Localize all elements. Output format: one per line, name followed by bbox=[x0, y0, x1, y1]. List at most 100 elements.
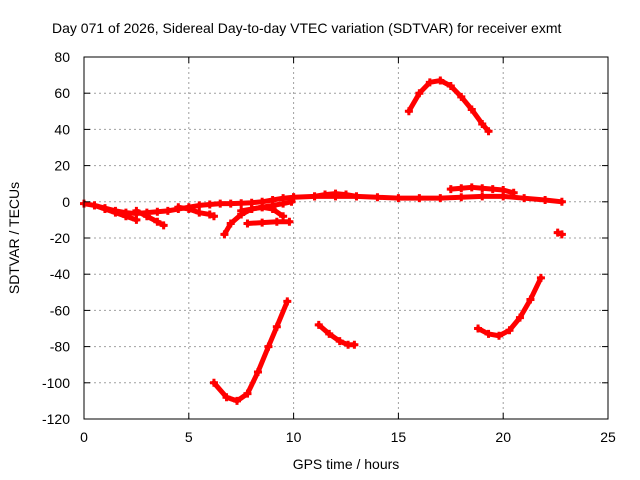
series-arc-low-1 bbox=[209, 297, 292, 405]
data-point bbox=[209, 378, 218, 387]
data-point bbox=[195, 201, 204, 210]
x-tick-label: 25 bbox=[600, 429, 616, 445]
series-arc-mid-right-point bbox=[553, 228, 566, 239]
data-point bbox=[457, 92, 466, 101]
data-point bbox=[153, 207, 162, 216]
data-point bbox=[495, 331, 504, 340]
data-point bbox=[536, 273, 545, 282]
x-tick-label: 15 bbox=[391, 429, 407, 445]
data-point bbox=[478, 184, 487, 193]
data-point bbox=[237, 206, 246, 215]
data-point bbox=[505, 326, 514, 335]
data-point bbox=[331, 189, 340, 198]
data-point bbox=[557, 230, 566, 239]
data-point bbox=[310, 192, 319, 201]
data-point bbox=[415, 194, 424, 203]
series-arc-high bbox=[404, 76, 493, 136]
data-point bbox=[283, 297, 292, 306]
data-point bbox=[446, 81, 455, 90]
data-point bbox=[499, 186, 508, 195]
data-point bbox=[272, 322, 281, 331]
series-arc-plateau-18-20 bbox=[446, 183, 518, 197]
data-point bbox=[289, 193, 298, 202]
data-point bbox=[526, 295, 535, 304]
data-point bbox=[287, 197, 296, 206]
series-line bbox=[133, 208, 167, 228]
data-point bbox=[436, 194, 445, 203]
data-point bbox=[373, 193, 382, 202]
data-point bbox=[121, 212, 130, 221]
y-tick-label: -20 bbox=[50, 230, 70, 246]
x-axis: 0 5 10 15 20 25 bbox=[80, 57, 616, 445]
data-point bbox=[247, 205, 256, 214]
data-point bbox=[484, 127, 493, 136]
data-point bbox=[90, 201, 99, 210]
data-point bbox=[184, 205, 193, 214]
data-point bbox=[279, 212, 288, 221]
data-point bbox=[436, 76, 445, 85]
data-point bbox=[258, 218, 267, 227]
data-point bbox=[325, 329, 334, 338]
data-point bbox=[484, 329, 493, 338]
data-point bbox=[457, 193, 466, 202]
data-point bbox=[220, 230, 229, 239]
data-point bbox=[314, 320, 323, 329]
data-point bbox=[467, 105, 476, 114]
x-tick-label: 0 bbox=[80, 429, 88, 445]
data-point bbox=[488, 185, 497, 194]
series-arc-bump-2 bbox=[237, 197, 296, 215]
chart-title: Day 071 of 2026, Sidereal Day-to-day VTE… bbox=[52, 20, 561, 36]
data-point bbox=[233, 396, 242, 405]
data-point bbox=[285, 217, 294, 226]
y-tick-label: -120 bbox=[42, 411, 70, 427]
data-point bbox=[226, 219, 235, 228]
data-point bbox=[163, 206, 172, 215]
data-point bbox=[195, 208, 204, 217]
data-point bbox=[557, 197, 566, 206]
data-point bbox=[515, 313, 524, 322]
data-point bbox=[352, 192, 361, 201]
series-arc-drop-3 bbox=[174, 203, 218, 221]
data-point bbox=[132, 215, 141, 224]
data-point bbox=[222, 393, 231, 402]
data-point bbox=[272, 217, 281, 226]
data-point bbox=[404, 107, 413, 116]
data-point bbox=[209, 212, 218, 221]
data-point bbox=[153, 217, 162, 226]
data-point bbox=[174, 203, 183, 212]
y-tick-label: 20 bbox=[54, 158, 70, 174]
data-point bbox=[258, 203, 267, 212]
data-point bbox=[268, 201, 277, 210]
y-tick-label: 80 bbox=[54, 49, 70, 65]
data-point bbox=[478, 192, 487, 201]
data-point bbox=[509, 188, 518, 197]
data-point bbox=[205, 200, 214, 209]
data-point bbox=[425, 78, 434, 87]
data-point bbox=[321, 190, 330, 199]
data-point bbox=[253, 367, 262, 376]
data-point bbox=[478, 119, 487, 128]
data-point bbox=[237, 199, 246, 208]
data-point bbox=[394, 194, 403, 203]
data-point bbox=[520, 194, 529, 203]
y-tick-label: -40 bbox=[50, 266, 70, 282]
series-arc-cluster-11-13 bbox=[310, 189, 361, 201]
y-tick-label: 60 bbox=[54, 85, 70, 101]
data-point bbox=[100, 205, 109, 214]
data-point bbox=[467, 183, 476, 192]
data-point bbox=[142, 212, 151, 221]
data-point bbox=[335, 337, 344, 346]
y-tick-label: -100 bbox=[42, 375, 70, 391]
data-point bbox=[279, 199, 288, 208]
grid bbox=[84, 57, 608, 419]
data-point bbox=[243, 219, 252, 228]
data-point bbox=[159, 221, 168, 230]
data-point bbox=[132, 206, 141, 215]
data-point bbox=[541, 195, 550, 204]
data-point bbox=[264, 342, 273, 351]
series-arc-low-3 bbox=[474, 273, 545, 340]
y-axis: -120 -100 -80 -60 -40 -20 0 20 40 60 80 bbox=[42, 49, 608, 427]
y-tick-label: 40 bbox=[54, 121, 70, 137]
y-tick-label: 0 bbox=[62, 194, 70, 210]
